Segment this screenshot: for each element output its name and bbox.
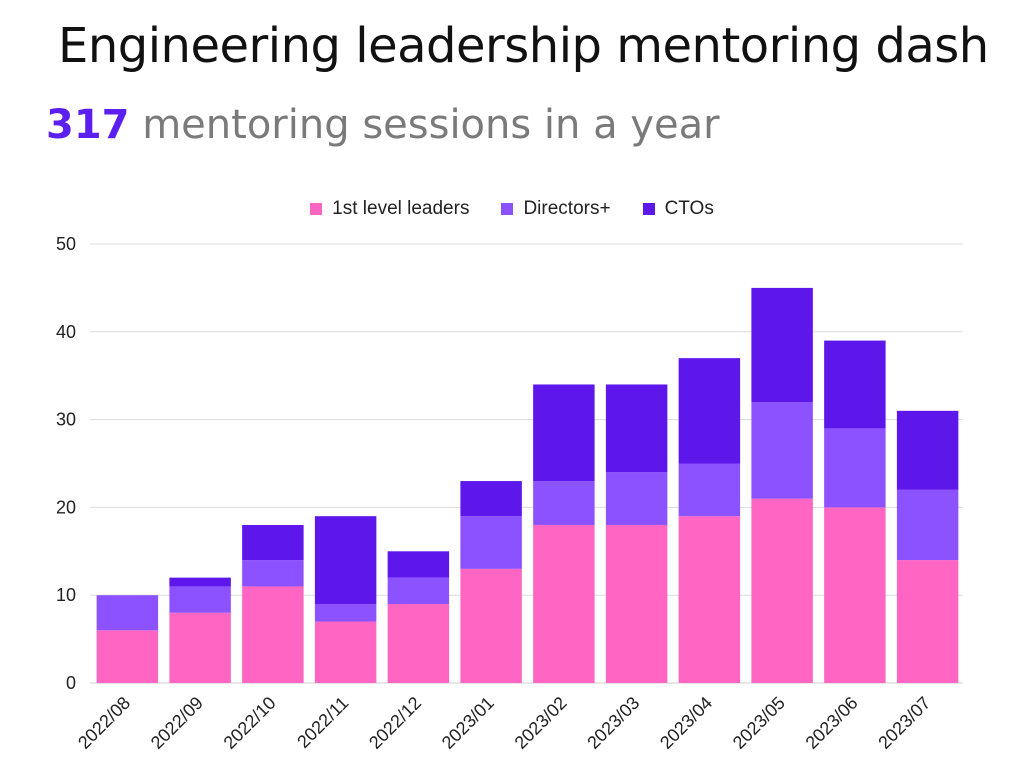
- y-tick-label: 40: [56, 322, 76, 342]
- bar-segment-directors-2022-09: [169, 586, 231, 613]
- bar-segment-first-level-2023-07: [896, 560, 959, 683]
- bar-segment-directors-2023-01: [460, 516, 522, 569]
- bar-segment-first-level-2022-10: [242, 586, 304, 683]
- bar-segment-first-level-2023-03: [605, 524, 668, 683]
- bar-segment-ctos-2022-11: [314, 516, 377, 604]
- x-tick-label: 2022/08: [74, 693, 134, 753]
- bar-segment-directors-2022-12: [387, 577, 450, 604]
- bar-segment-ctos-2023-05: [751, 287, 813, 403]
- bar-segment-directors-2022-08: [96, 595, 159, 631]
- bar-segment-ctos-2023-01: [460, 481, 522, 517]
- legend-item-ctos: CTOs: [642, 198, 714, 220]
- bar-segment-directors-2023-06: [824, 428, 886, 508]
- chart-title: Engineering leadership mentoring dash: [58, 18, 989, 74]
- subtitle-text: mentoring sessions in a year: [129, 102, 720, 148]
- bar-segment-directors-2023-04: [678, 463, 741, 517]
- bar-segment-directors-2023-02: [533, 481, 595, 525]
- x-tick-label: 2023/01: [438, 693, 498, 753]
- bar-segment-directors-2023-03: [605, 472, 668, 525]
- bar-segment-first-level-2022-09: [169, 612, 231, 683]
- bar-segment-first-level-2023-02: [533, 524, 595, 683]
- bar-segment-directors-2022-11: [314, 603, 377, 622]
- bar-segment-ctos-2022-09: [169, 577, 231, 587]
- chart-subtitle: 317 mentoring sessions in a year: [46, 102, 720, 148]
- x-tick-label: 2023/02: [511, 693, 571, 753]
- bar-segment-directors-2022-10: [242, 560, 304, 587]
- bar-segment-first-level-2023-06: [824, 507, 886, 683]
- x-tick-label: 2023/06: [802, 693, 862, 753]
- legend-swatch-ctos: [642, 203, 655, 215]
- bar-segment-first-level-2022-12: [387, 603, 450, 683]
- bar-segment-directors-2023-05: [751, 402, 813, 499]
- x-tick-label: 2023/07: [874, 693, 934, 753]
- legend-item-first-level: 1st level leaders: [310, 198, 469, 220]
- x-tick-label: 2023/03: [583, 693, 643, 753]
- bar-segment-ctos-2022-12: [387, 551, 450, 578]
- legend-label-ctos: CTOs: [664, 198, 714, 219]
- legend-swatch-first-level: [310, 203, 323, 215]
- x-tick-label: 2022/10: [220, 693, 280, 753]
- legend-label-directors: Directors+: [523, 198, 611, 219]
- legend-item-directors: Directors+: [501, 198, 611, 220]
- y-tick-label: 20: [56, 497, 76, 517]
- legend-swatch-directors: [501, 203, 514, 215]
- bar-segment-first-level-2023-01: [460, 568, 522, 683]
- bar-segment-ctos-2023-02: [533, 384, 595, 482]
- y-axis-ticks: 0 10 20 30 40 50: [56, 234, 76, 693]
- y-tick-label: 50: [56, 234, 76, 254]
- x-tick-label: 2022/09: [147, 693, 207, 753]
- legend-label-first-level: 1st level leaders: [332, 198, 470, 219]
- bars: [96, 287, 959, 683]
- bar-segment-ctos-2023-07: [896, 410, 959, 490]
- bar-segment-directors-2023-07: [896, 489, 959, 561]
- x-tick-label: 2023/05: [729, 693, 789, 753]
- y-tick-label: 10: [56, 585, 76, 605]
- x-tick-label: 2023/04: [656, 693, 716, 753]
- bar-segment-first-level-2022-11: [314, 621, 377, 683]
- bar-segment-ctos-2022-10: [242, 524, 304, 561]
- bar-segment-first-level-2022-08: [96, 630, 159, 683]
- y-tick-label: 0: [66, 673, 76, 693]
- session-count: 317: [46, 102, 130, 148]
- bar-segment-first-level-2023-04: [678, 516, 741, 683]
- x-tick-label: 2022/11: [293, 693, 352, 752]
- bar-segment-ctos-2023-03: [605, 384, 668, 473]
- y-tick-label: 30: [56, 410, 76, 430]
- legend: 1st level leaders Directors+ CTOs: [0, 198, 1024, 220]
- bar-segment-ctos-2023-04: [678, 358, 741, 464]
- bar-segment-first-level-2023-05: [751, 498, 813, 683]
- grid-lines: [90, 243, 963, 684]
- bar-segment-ctos-2023-06: [824, 340, 886, 429]
- x-tick-label: 2022/12: [365, 693, 425, 753]
- x-axis-ticks: 2022/08 2022/09 2022/10 2022/11 2022/12 2023/…: [74, 693, 934, 753]
